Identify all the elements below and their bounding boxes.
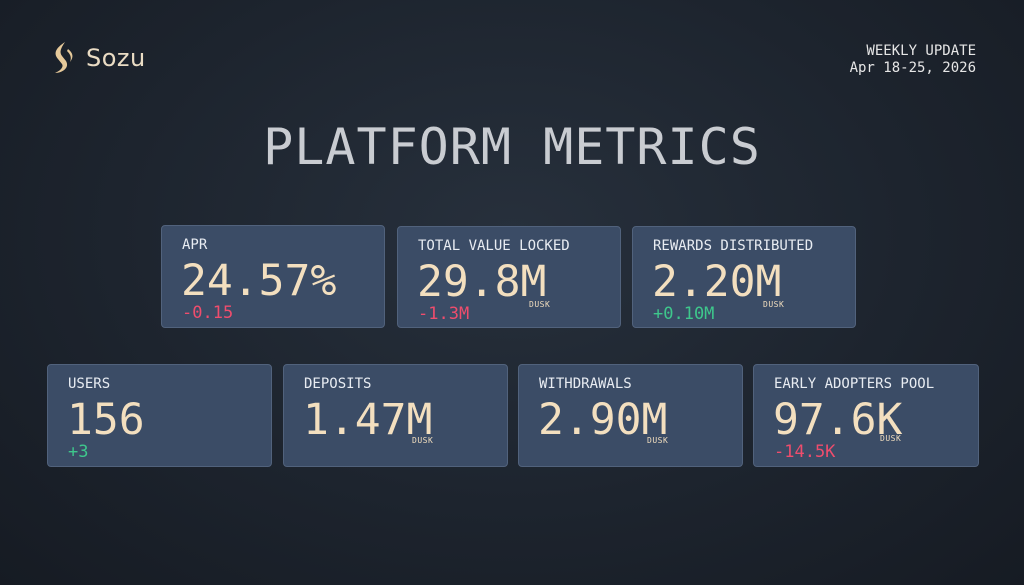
metric-card-withdrawals: WITHDRAWALS 2.90M DUSK [518, 364, 743, 467]
metric-label: DEPOSITS [304, 376, 372, 392]
metric-value: 29.8M [417, 257, 547, 307]
metric-value: 97.6K [773, 395, 903, 445]
metric-label: TOTAL VALUE LOCKED [418, 238, 570, 254]
metric-card-deposits: DEPOSITS 1.47M DUSK [283, 364, 508, 467]
metric-card-early-adopters-pool: EARLY ADOPTERS POOL 97.6K DUSK -14.5K [753, 364, 979, 467]
metric-unit: DUSK [880, 434, 902, 443]
weekly-update-info: WEEKLY UPDATE Apr 18-25, 2026 [850, 43, 976, 77]
metric-label: USERS [68, 376, 111, 392]
metric-unit: DUSK [647, 436, 669, 445]
metric-card-total-value-locked: TOTAL VALUE LOCKED 29.8M DUSK -1.3M [397, 226, 621, 328]
metric-label: APR [182, 237, 208, 253]
metric-value: 1.47M [303, 395, 433, 445]
metric-card-users: USERS 156 +3 [47, 364, 272, 467]
brand-logo: Sozu [48, 40, 146, 76]
metric-delta: -1.3M [418, 304, 470, 324]
metric-label: WITHDRAWALS [539, 376, 632, 392]
metric-delta: +3 [68, 442, 89, 462]
metric-unit: DUSK [412, 436, 434, 445]
metric-label: EARLY ADOPTERS POOL [774, 376, 935, 392]
metric-delta: -14.5K [774, 442, 836, 462]
metric-delta: -0.15 [182, 303, 234, 323]
metric-card-rewards-distributed: REWARDS DISTRIBUTED 2.20M DUSK +0.10M [632, 226, 856, 328]
metric-unit: DUSK [529, 300, 551, 309]
metric-value: 156 [67, 395, 145, 445]
metric-value: 2.90M [538, 395, 668, 445]
metric-value: 24.57% [181, 256, 337, 306]
brand-name: Sozu [86, 44, 146, 72]
metric-delta: +0.10M [653, 304, 715, 324]
update-label: WEEKLY UPDATE [866, 43, 976, 59]
sozu-logo-icon [55, 42, 73, 73]
metric-value: 2.20M [652, 257, 782, 307]
metric-unit: DUSK [763, 300, 785, 309]
update-date-range: Apr 18-25, 2026 [849, 60, 976, 76]
metric-card-apr: APR 24.57% -0.15 [161, 225, 385, 328]
metric-label: REWARDS DISTRIBUTED [653, 238, 814, 254]
page-title: PLATFORM METRICS [263, 118, 761, 176]
